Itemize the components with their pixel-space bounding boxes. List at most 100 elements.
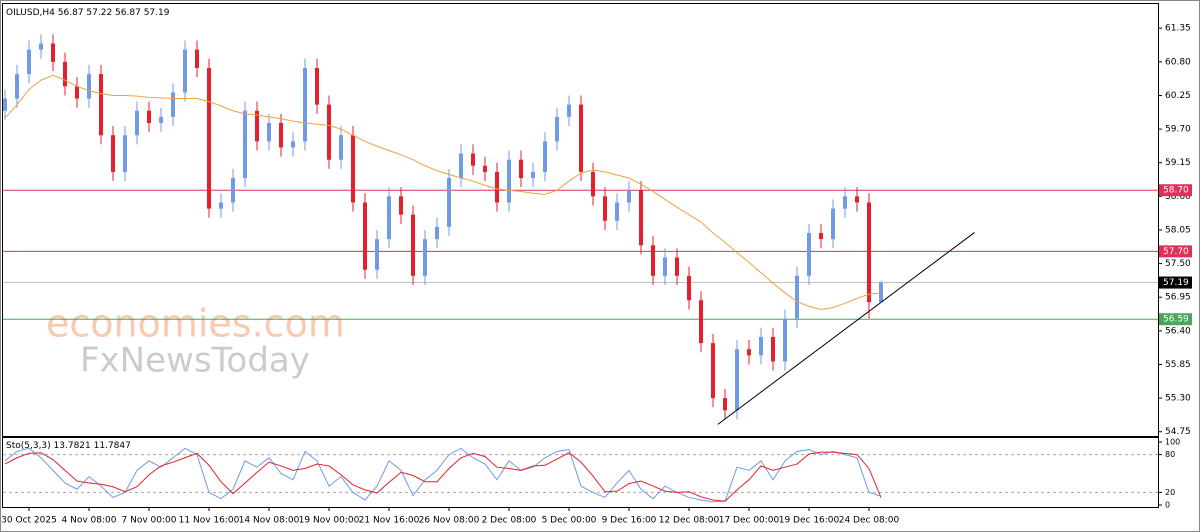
- x-tick-label: 5 Dec 00:00: [542, 516, 597, 526]
- candle-body: [759, 336, 763, 356]
- stoch-tick-label: 100: [1165, 438, 1180, 447]
- candle-body: [423, 239, 427, 276]
- candle-body: [651, 245, 655, 276]
- candle-body: [591, 171, 595, 197]
- x-tick-label: 19 Nov 00:00: [299, 516, 360, 526]
- candle-body: [687, 275, 691, 301]
- candle-body: [579, 104, 583, 172]
- indicator-name: Sto(5,3,3): [6, 441, 51, 451]
- x-tick-label: 12 Dec 08:00: [659, 516, 720, 526]
- x-tick-label: 14 Nov 08:00: [239, 516, 300, 526]
- candle-body: [219, 202, 223, 209]
- candle-body: [351, 135, 355, 203]
- y-tick-label: 56.95: [1165, 293, 1191, 303]
- watermark: FxNewsToday: [80, 341, 310, 381]
- y-tick-label: 61.35: [1165, 24, 1191, 34]
- candle-body: [699, 300, 703, 344]
- trendline: [717, 232, 975, 425]
- candle-body: [555, 116, 559, 142]
- candle-body: [135, 110, 139, 136]
- candle-body: [519, 159, 523, 179]
- candle-body: [543, 141, 547, 172]
- level-tag: [1159, 184, 1192, 197]
- x-tick-label: 19 Dec 16:00: [779, 516, 840, 526]
- candle-body: [807, 233, 811, 276]
- candle-body: [243, 110, 247, 179]
- candle-body: [39, 43, 43, 50]
- x-tick-label: 21 Nov 16:00: [359, 516, 420, 526]
- indicator-main: 13.7821: [54, 441, 91, 451]
- y-tick-label: 59.70: [1165, 125, 1191, 135]
- candle-body: [771, 336, 775, 362]
- chart-title: OILUSD,H4 56.87 57.22 56.87 57.19: [6, 8, 170, 18]
- level-tag: [1159, 313, 1192, 326]
- candle-body: [63, 61, 67, 87]
- x-tick-label: 2 Dec 08:00: [482, 516, 537, 526]
- candle-body: [171, 92, 175, 117]
- candle-body: [663, 257, 667, 276]
- candle-body: [255, 110, 259, 142]
- stoch-line: [4, 451, 882, 502]
- candle-body: [267, 122, 271, 142]
- candle-body: [615, 202, 619, 221]
- candle-body: [795, 275, 799, 319]
- candle-body: [375, 239, 379, 270]
- stoch-line: [4, 447, 882, 503]
- candle-body: [3, 98, 7, 111]
- candle-body: [879, 282, 883, 303]
- last-open: 56.87: [58, 8, 84, 18]
- candle-body: [123, 135, 127, 172]
- candle-body: [831, 208, 835, 240]
- stochastic-panel: [2, 437, 1159, 508]
- last-low: 56.87: [115, 8, 141, 18]
- candle-body: [159, 116, 163, 123]
- candle-body: [567, 104, 571, 117]
- moving-average: [4, 74, 882, 310]
- x-tick-label: 30 Oct 2025: [1, 516, 57, 526]
- y-tick-label: 55.30: [1165, 394, 1191, 404]
- candle-body: [291, 141, 295, 148]
- watermark: economies.com: [46, 302, 345, 346]
- indicator-signal: 11.7847: [94, 441, 131, 451]
- price-label: 57.19: [1163, 278, 1189, 288]
- candle-body: [723, 398, 727, 411]
- price-tag: [1159, 276, 1192, 289]
- x-tick-label: 9 Dec 16:00: [602, 516, 657, 526]
- y-tick-label: 60.80: [1165, 57, 1191, 67]
- candle-body: [735, 349, 739, 411]
- candle-body: [507, 159, 511, 203]
- y-tick-label: 54.75: [1165, 427, 1191, 437]
- y-tick-label: 60.25: [1165, 91, 1191, 101]
- x-tick-label: 11 Nov 16:00: [179, 516, 240, 526]
- candle-body: [855, 196, 859, 203]
- candle-body: [87, 74, 91, 99]
- y-tick-label: 57.50: [1165, 259, 1191, 269]
- candle-body: [147, 110, 151, 123]
- candle-body: [27, 49, 31, 75]
- x-tick-label: 26 Nov 08:00: [419, 516, 480, 526]
- candle-body: [195, 49, 199, 68]
- candle-body: [339, 135, 343, 160]
- candle-body: [711, 343, 715, 399]
- candle-body: [387, 196, 391, 240]
- candle-body: [447, 178, 451, 227]
- stoch-tick-label: 0: [1165, 501, 1170, 510]
- y-tick-label: 58.05: [1165, 225, 1191, 235]
- level-label: 57.70: [1163, 247, 1189, 257]
- candle-body: [783, 318, 787, 362]
- candle-body: [111, 135, 115, 172]
- level-label: 58.70: [1163, 186, 1189, 196]
- y-tick-label: 55.85: [1165, 360, 1191, 370]
- y-tick-label: 59.15: [1165, 158, 1191, 168]
- candle-body: [435, 226, 439, 240]
- candle-body: [495, 171, 499, 203]
- x-tick-label: 17 Dec 00:00: [719, 516, 780, 526]
- candle-body: [603, 196, 607, 221]
- candle-body: [471, 153, 475, 166]
- candle-body: [279, 122, 283, 148]
- main-panel: [2, 3, 1159, 437]
- stoch-tick-label: 20: [1165, 488, 1175, 497]
- candle-body: [15, 74, 19, 99]
- candle-body: [483, 165, 487, 172]
